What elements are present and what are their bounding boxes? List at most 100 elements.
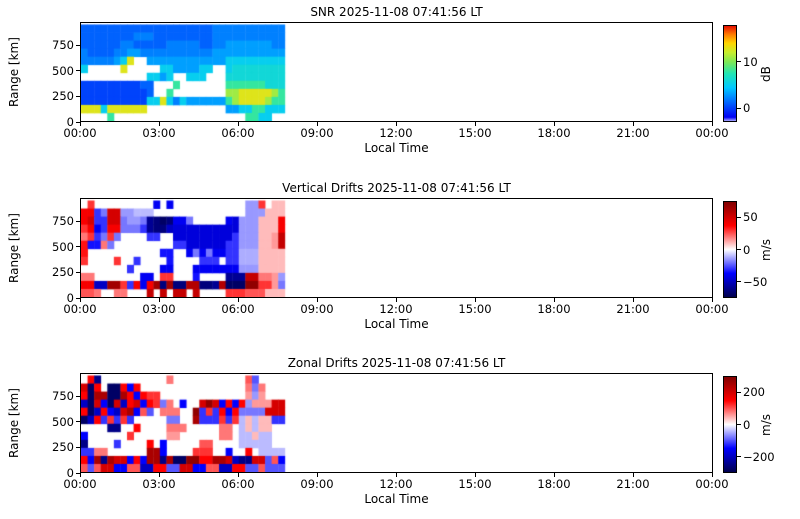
x-tick-label: 03:00 <box>142 302 176 316</box>
x-tick-mark <box>237 122 239 126</box>
y-tick-mark <box>76 421 80 423</box>
y-tick-mark <box>76 271 80 273</box>
vertical-drifts-y-axis-label: Range [km] <box>7 213 21 283</box>
zonal-drifts-y-axis-label: Range [km] <box>7 388 21 458</box>
x-tick-label: 18:00 <box>537 477 571 491</box>
x-tick-label: 09:00 <box>300 302 334 316</box>
x-tick-mark <box>316 473 318 477</box>
vertical-drifts-colorbar <box>723 201 737 298</box>
y-tick-mark <box>76 95 80 97</box>
y-tick-mark <box>76 44 80 46</box>
y-tick-label: 0 <box>66 466 74 480</box>
x-tick-mark <box>158 122 160 126</box>
x-tick-mark <box>237 298 239 302</box>
x-tick-mark <box>237 473 239 477</box>
colorbar-tick-mark <box>737 391 741 393</box>
vertical-drifts-x-axis-label: Local Time <box>364 317 429 331</box>
colorbar-tick-label: 0 <box>743 242 751 257</box>
x-tick-label: 00:00 <box>63 477 97 491</box>
y-tick-label: 500 <box>52 414 74 429</box>
y-tick-mark <box>76 446 80 448</box>
y-tick-mark <box>76 395 80 397</box>
y-tick-mark <box>76 472 80 474</box>
zonal-drifts-plot-title: Zonal Drifts 2025-11-08 07:41:56 LT <box>287 356 506 370</box>
x-tick-mark <box>474 122 476 126</box>
x-tick-label: 03:00 <box>142 477 176 491</box>
x-tick-label: 06:00 <box>221 302 255 316</box>
vertical-drifts-plot-title: Vertical Drifts 2025-11-08 07:41:56 LT <box>282 181 511 195</box>
x-tick-label: 21:00 <box>616 126 650 140</box>
x-tick-mark <box>553 298 555 302</box>
y-tick-mark <box>76 70 80 72</box>
colorbar-tick-label: 0 <box>743 417 751 432</box>
colorbar-tick-mark <box>737 61 741 63</box>
colorbar-tick-mark <box>737 107 741 109</box>
y-tick-mark <box>76 246 80 248</box>
x-tick-label: 12:00 <box>379 302 413 316</box>
zonal-drifts-colorbar <box>723 376 737 473</box>
y-tick-label: 250 <box>52 440 74 455</box>
x-tick-mark <box>711 298 713 302</box>
x-tick-mark <box>395 473 397 477</box>
x-tick-label: 12:00 <box>379 126 413 140</box>
zonal-drifts-heatmap-canvas <box>81 374 712 472</box>
snr-plot-area <box>80 22 713 122</box>
x-tick-mark <box>395 122 397 126</box>
x-tick-mark <box>395 298 397 302</box>
x-tick-label: 21:00 <box>616 477 650 491</box>
vertical-drifts-heatmap-canvas <box>81 199 712 297</box>
x-tick-mark <box>632 473 634 477</box>
x-tick-label: 03:00 <box>142 126 176 140</box>
x-tick-mark <box>158 298 160 302</box>
y-tick-label: 750 <box>52 38 74 53</box>
x-tick-mark <box>632 298 634 302</box>
colorbar-tick-label: 0 <box>743 101 751 116</box>
y-tick-label: 250 <box>52 265 74 280</box>
x-tick-label: 18:00 <box>537 126 571 140</box>
x-tick-label: 15:00 <box>458 302 492 316</box>
x-tick-label: 06:00 <box>221 477 255 491</box>
snr-plot-title: SNR 2025-11-08 07:41:56 LT <box>310 5 483 19</box>
x-tick-label: 00:00 <box>63 302 97 316</box>
colorbar-tick-mark <box>737 281 741 283</box>
y-tick-label: 500 <box>52 239 74 254</box>
colorbar-tick-label: −50 <box>743 274 768 289</box>
x-tick-label: 21:00 <box>616 302 650 316</box>
y-tick-mark <box>76 220 80 222</box>
x-tick-mark <box>158 473 160 477</box>
x-tick-mark <box>79 122 81 126</box>
x-tick-label: 09:00 <box>300 126 334 140</box>
y-tick-mark <box>76 121 80 123</box>
snr-y-axis-label: Range [km] <box>7 37 21 107</box>
snr-x-axis-label: Local Time <box>364 141 429 155</box>
colorbar-tick-label: 50 <box>743 210 758 225</box>
vertical-drifts-plot-area <box>80 198 713 298</box>
zonal-drifts-x-axis-label: Local Time <box>364 492 429 506</box>
colorbar-tick-label: 200 <box>743 385 765 400</box>
y-tick-label: 0 <box>66 115 74 129</box>
snr-colorbar <box>723 25 737 122</box>
colorbar-tick-label: 10 <box>743 54 758 69</box>
x-tick-mark <box>632 122 634 126</box>
x-tick-label: 15:00 <box>458 126 492 140</box>
x-tick-mark <box>316 122 318 126</box>
y-tick-label: 0 <box>66 291 74 305</box>
x-tick-label: 09:00 <box>300 477 334 491</box>
snr-heatmap-canvas <box>81 23 712 121</box>
zonal-drifts-plot-area <box>80 373 713 473</box>
y-tick-label: 750 <box>52 214 74 229</box>
x-tick-label: 00:00 <box>695 477 729 491</box>
x-tick-mark <box>553 473 555 477</box>
colorbar-tick-label: −200 <box>743 449 775 464</box>
x-tick-label: 18:00 <box>537 302 571 316</box>
y-tick-label: 250 <box>52 89 74 104</box>
x-tick-mark <box>553 122 555 126</box>
y-tick-mark <box>76 297 80 299</box>
x-tick-mark <box>711 473 713 477</box>
x-tick-label: 06:00 <box>221 126 255 140</box>
colorbar-tick-mark <box>737 249 741 250</box>
x-tick-mark <box>79 298 81 302</box>
colorbar-tick-mark <box>737 456 741 458</box>
x-tick-label: 15:00 <box>458 477 492 491</box>
